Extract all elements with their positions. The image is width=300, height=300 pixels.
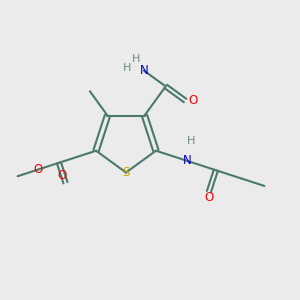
Text: H: H bbox=[132, 53, 140, 64]
Text: N: N bbox=[183, 154, 192, 167]
Text: S: S bbox=[122, 166, 130, 179]
Text: O: O bbox=[188, 94, 197, 107]
Text: H: H bbox=[123, 62, 131, 73]
Text: H: H bbox=[187, 136, 195, 146]
Text: O: O bbox=[33, 163, 42, 176]
Text: N: N bbox=[140, 64, 148, 77]
Text: O: O bbox=[204, 191, 214, 204]
Text: O: O bbox=[58, 169, 67, 182]
